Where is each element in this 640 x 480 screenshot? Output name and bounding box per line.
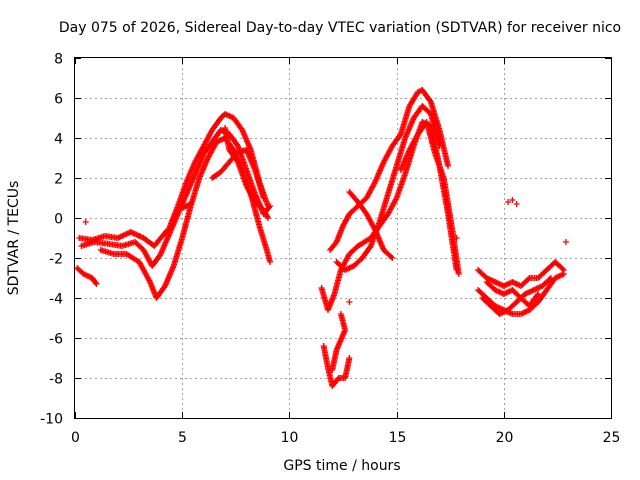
y-tick-label: 6 bbox=[54, 92, 63, 108]
y-tick-label: 4 bbox=[54, 132, 63, 148]
data-point bbox=[445, 163, 452, 169]
y-tick-label: 0 bbox=[54, 212, 63, 228]
y-tick-label: -6 bbox=[49, 332, 63, 348]
data-point bbox=[562, 239, 569, 245]
data-point bbox=[513, 201, 520, 207]
data-point bbox=[560, 271, 567, 277]
y-tick-label: -8 bbox=[49, 372, 63, 388]
y-tick-label: -10 bbox=[40, 412, 63, 428]
x-axis-label: GPS time / hours bbox=[283, 458, 400, 474]
y-axis: -10 -8 -6 -4 -2 0 2 4 6 8 bbox=[40, 52, 611, 428]
data-point bbox=[92, 279, 99, 286]
data-point bbox=[389, 255, 396, 261]
data-point bbox=[267, 259, 274, 265]
data-point bbox=[534, 292, 541, 299]
data-point bbox=[264, 215, 271, 221]
x-tick-label: 25 bbox=[603, 430, 621, 446]
y-tick-label: 2 bbox=[54, 172, 63, 188]
y-tick-label: -2 bbox=[49, 252, 63, 268]
data-point bbox=[505, 199, 512, 205]
data-point bbox=[267, 203, 274, 209]
data-point bbox=[535, 291, 542, 297]
y-tick-label: 8 bbox=[54, 52, 63, 68]
x-tick-label: 20 bbox=[496, 430, 514, 446]
data-point bbox=[559, 265, 566, 272]
data-points bbox=[74, 87, 569, 389]
y-axis-label: SDTVAR / TECUs bbox=[6, 181, 22, 296]
x-tick-label: 0 bbox=[71, 430, 80, 446]
plot-frame bbox=[74, 57, 612, 419]
grid-lines bbox=[75, 58, 611, 418]
data-point bbox=[436, 143, 443, 149]
chart-title: Day 075 of 2026, Sidereal Day-to-day VTE… bbox=[59, 20, 621, 36]
x-tick-label: 5 bbox=[178, 430, 187, 446]
x-tick-label: 15 bbox=[389, 430, 407, 446]
data-point bbox=[346, 355, 353, 361]
data-point bbox=[547, 275, 554, 281]
data-point bbox=[525, 276, 532, 283]
data-point bbox=[334, 376, 341, 383]
data-point bbox=[346, 299, 353, 305]
data-point bbox=[82, 219, 89, 225]
data-point bbox=[93, 281, 100, 287]
data-point bbox=[260, 195, 267, 201]
data-point bbox=[187, 201, 194, 207]
y-tick-label: -4 bbox=[49, 292, 63, 308]
data-point bbox=[509, 197, 516, 203]
data-point bbox=[388, 253, 395, 260]
data-point bbox=[329, 367, 336, 373]
x-tick-label: 10 bbox=[281, 430, 299, 446]
data-point bbox=[266, 204, 273, 211]
data-point bbox=[264, 213, 271, 220]
x-axis: 0 5 10 15 20 25 bbox=[71, 58, 620, 446]
data-point bbox=[455, 271, 462, 277]
data-point bbox=[546, 276, 553, 283]
